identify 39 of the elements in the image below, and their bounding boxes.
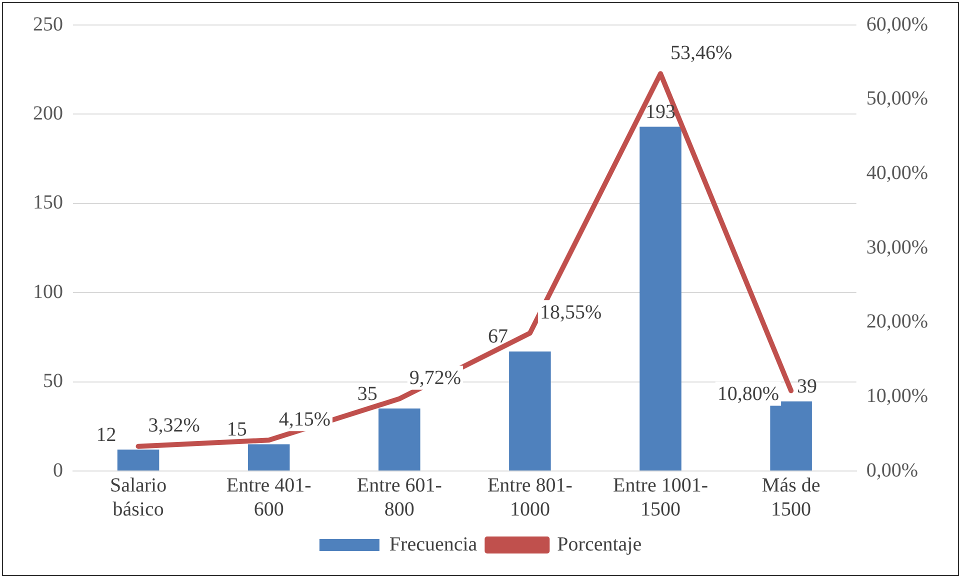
data-label: 39 bbox=[797, 376, 818, 398]
y-tick-label: 150 bbox=[33, 192, 63, 214]
bar bbox=[770, 401, 812, 470]
data-label: 10,80% bbox=[717, 382, 780, 405]
data-label: 12 bbox=[96, 424, 116, 446]
x-tick-label: Salario básico bbox=[110, 474, 167, 520]
data-label: 15 bbox=[226, 418, 247, 440]
x-tick-label: Entre 1001-1500 bbox=[613, 474, 708, 520]
y2-tick-label: 10,00% bbox=[866, 384, 928, 407]
y-tick-label: 250 bbox=[33, 13, 63, 36]
bar bbox=[248, 444, 290, 470]
y2-tick-label: 30,00% bbox=[866, 236, 928, 258]
bar bbox=[117, 450, 160, 470]
y2-tick-label: 40,00% bbox=[866, 162, 928, 184]
x-tick-label: Entre 401-600 bbox=[226, 474, 312, 520]
y2-tick-label: 0,00% bbox=[866, 459, 918, 482]
y-tick-label: 100 bbox=[33, 280, 63, 303]
data-label: 193 bbox=[646, 100, 676, 123]
data-label: 9,72% bbox=[409, 367, 462, 389]
data-label: 3,32% bbox=[148, 414, 200, 437]
data-label: 18,55% bbox=[540, 301, 602, 324]
bar bbox=[378, 408, 420, 470]
bar bbox=[640, 126, 682, 470]
data-label: 67 bbox=[488, 326, 508, 348]
y-tick-label: 0 bbox=[53, 459, 63, 482]
data-label: 35 bbox=[357, 382, 378, 405]
x-tick-label: Más de 1500 bbox=[762, 474, 820, 520]
data-label: 53,46% bbox=[670, 42, 732, 64]
x-tick-label: Entre 601-800 bbox=[356, 474, 442, 520]
y2-tick-label: 20,00% bbox=[866, 310, 928, 333]
x-tick-label: Entre 801-1000 bbox=[487, 474, 572, 520]
legend-label: Porcentaje bbox=[557, 533, 642, 556]
bar bbox=[509, 351, 551, 470]
data-label: 4,15% bbox=[278, 408, 331, 430]
y2-tick-label: 50,00% bbox=[866, 88, 928, 110]
y2-tick-label: 60,00% bbox=[866, 13, 928, 36]
legend-label: Frecuencia bbox=[389, 533, 478, 556]
y-tick-label: 200 bbox=[33, 102, 63, 124]
y-tick-label: 50 bbox=[43, 370, 63, 392]
